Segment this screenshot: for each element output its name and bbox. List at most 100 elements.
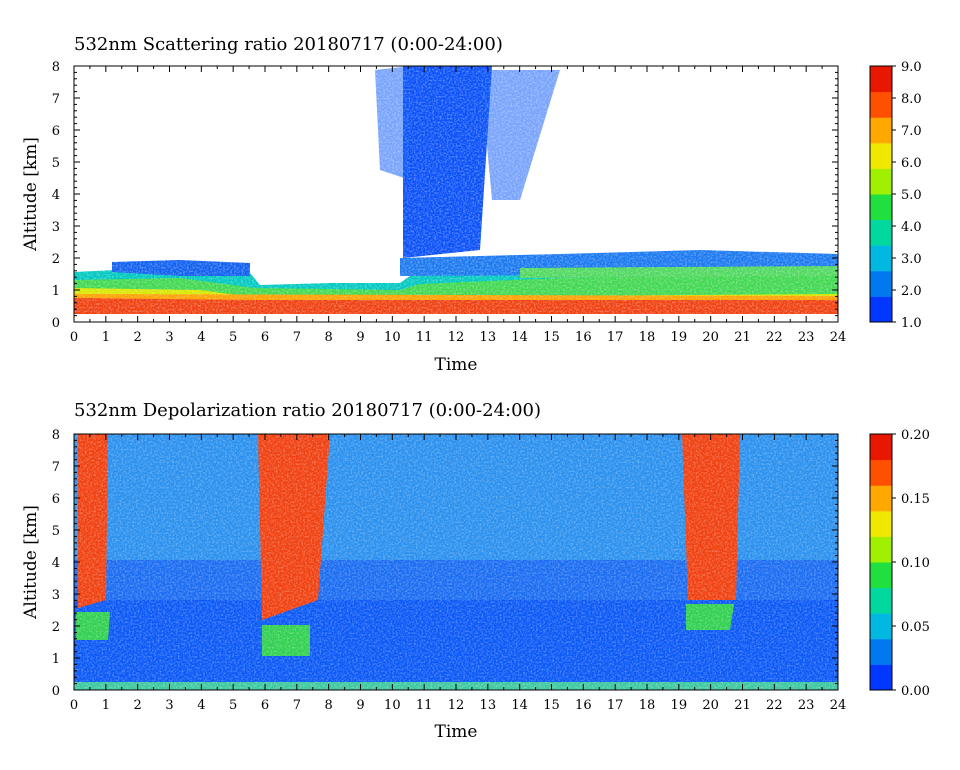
colorbar-tick-label: 9.0 [901,60,922,75]
colorbar-segment [870,459,892,486]
colorbar-tick-label: 0.05 [901,620,930,635]
y-tick-label: 7 [52,92,60,107]
y-tick-label: 0 [52,684,60,699]
x-tick-label: 12 [448,330,465,345]
x-tick-label: 20 [702,330,719,345]
x-tick-label: 3 [165,330,173,345]
x-tick-label: 1 [102,330,110,345]
x-axis-ticks: 0 1 2 3 4 5 6 7 8 9 10 11 12 13 14 15 16 17 18 19 20 21 22 23 24 [70,66,846,345]
x-tick-label: 4 [197,698,205,713]
x-tick-label: 16 [575,330,592,345]
colorbar-ticks: 1.0 2.0 3.0 4.0 5.0 6.0 7.0 8.0 9.0 [892,60,922,331]
colorbar-segment [870,219,892,246]
x-tick-label: 17 [607,330,624,345]
x-tick-label: 18 [639,698,656,713]
x-tick-label: 22 [766,698,783,713]
colorbar-tick-label: 0.00 [901,684,930,699]
x-tick-label: 21 [734,698,751,713]
x-tick-label: 13 [480,698,497,713]
colorbar-segment [870,638,892,665]
y-tick-label: 8 [52,428,60,443]
colorbar-segment [870,142,892,169]
y-tick-label: 8 [52,60,60,75]
x-tick-label: 12 [448,698,465,713]
x-tick-label: 3 [165,698,173,713]
y-tick-label: 5 [52,524,60,539]
colorbar: 1.0 2.0 3.0 4.0 5.0 6.0 7.0 8.0 9.0 [869,60,922,331]
x-tick-label: 19 [671,330,688,345]
x-tick-label: 23 [798,698,815,713]
colorbar-segment [870,510,892,537]
colorbar-tick-label: 1.0 [901,316,922,331]
plot-area [74,66,838,322]
colorbar: 0.00 0.05 0.10 0.15 0.20 [869,428,930,699]
x-tick-label: 9 [356,330,364,345]
y-tick-label: 4 [52,188,60,203]
colorbar-segment [870,91,892,118]
x-tick-label: 10 [384,698,401,713]
y-tick-label: 2 [52,252,60,267]
colorbar-tick-label: 8.0 [901,92,922,107]
scattering-ratio-panel: 532nm Scattering ratio 20180717 (0:00-24… [21,34,922,375]
x-tick-label: 5 [229,330,237,345]
colorbar-segment [870,117,892,144]
x-tick-label: 1 [102,698,110,713]
y-axis-ticks: 0 1 2 3 4 5 6 7 8 [52,60,838,331]
x-tick-label: 17 [607,698,624,713]
x-tick-label: 21 [734,330,751,345]
x-tick-label: 0 [70,330,78,345]
x-tick-label: 13 [480,330,497,345]
x-tick-label: 8 [325,330,333,345]
y-tick-label: 3 [52,220,60,235]
y-axis-ticks: 0 1 2 3 4 5 6 7 8 [52,428,838,699]
y-axis-label: Altitude [km] [21,137,41,252]
x-tick-label: 2 [134,330,142,345]
y-tick-label: 0 [52,316,60,331]
colorbar-tick-label: 0.20 [901,428,930,443]
colorbar-segment [870,485,892,512]
colorbar-tick-label: 0.10 [901,556,930,571]
plot-area [74,434,838,690]
depolarization-ratio-panel: 532nm Depolarization ratio 20180717 (0:0… [21,400,930,742]
x-tick-label: 14 [511,330,528,345]
colorbar-segment [870,245,892,272]
colorbar-segment [870,66,892,93]
colorbar-tick-label: 3.0 [901,252,922,267]
x-axis-label: Time [435,722,478,742]
colorbar-ticks: 0.00 0.05 0.10 0.15 0.20 [892,428,930,699]
colorbar-segment [870,536,892,563]
colorbar-segment [870,194,892,221]
x-tick-label: 4 [197,330,205,345]
x-tick-label: 9 [356,698,364,713]
colorbar-segment [870,296,892,323]
x-tick-label: 18 [639,330,656,345]
y-tick-label: 5 [52,156,60,171]
chart-title: 532nm Depolarization ratio 20180717 (0:0… [74,400,541,421]
colorbar-tick-label: 4.0 [901,220,922,235]
colorbar-segment [870,270,892,297]
y-axis-label: Altitude [km] [21,505,41,620]
x-tick-label: 6 [261,330,269,345]
x-tick-label: 7 [293,330,301,345]
colorbar-tick-label: 2.0 [901,284,922,299]
x-tick-label: 15 [543,330,560,345]
x-tick-label: 24 [830,330,847,345]
colorbar-segment [870,613,892,640]
chart-title: 532nm Scattering ratio 20180717 (0:00-24… [74,34,503,55]
x-tick-label: 8 [325,698,333,713]
colorbar-segment [870,168,892,195]
colorbar-segment [870,434,892,461]
x-tick-label: 20 [702,698,719,713]
x-tick-label: 22 [766,330,783,345]
x-tick-label: 23 [798,330,815,345]
colorbar-tick-label: 7.0 [901,124,922,139]
x-tick-label: 16 [575,698,592,713]
x-tick-label: 2 [134,698,142,713]
x-tick-label: 5 [229,698,237,713]
x-tick-label: 6 [261,698,269,713]
y-tick-label: 3 [52,588,60,603]
x-tick-label: 0 [70,698,78,713]
colorbar-segment [870,664,892,691]
colorbar-segment [870,587,892,614]
